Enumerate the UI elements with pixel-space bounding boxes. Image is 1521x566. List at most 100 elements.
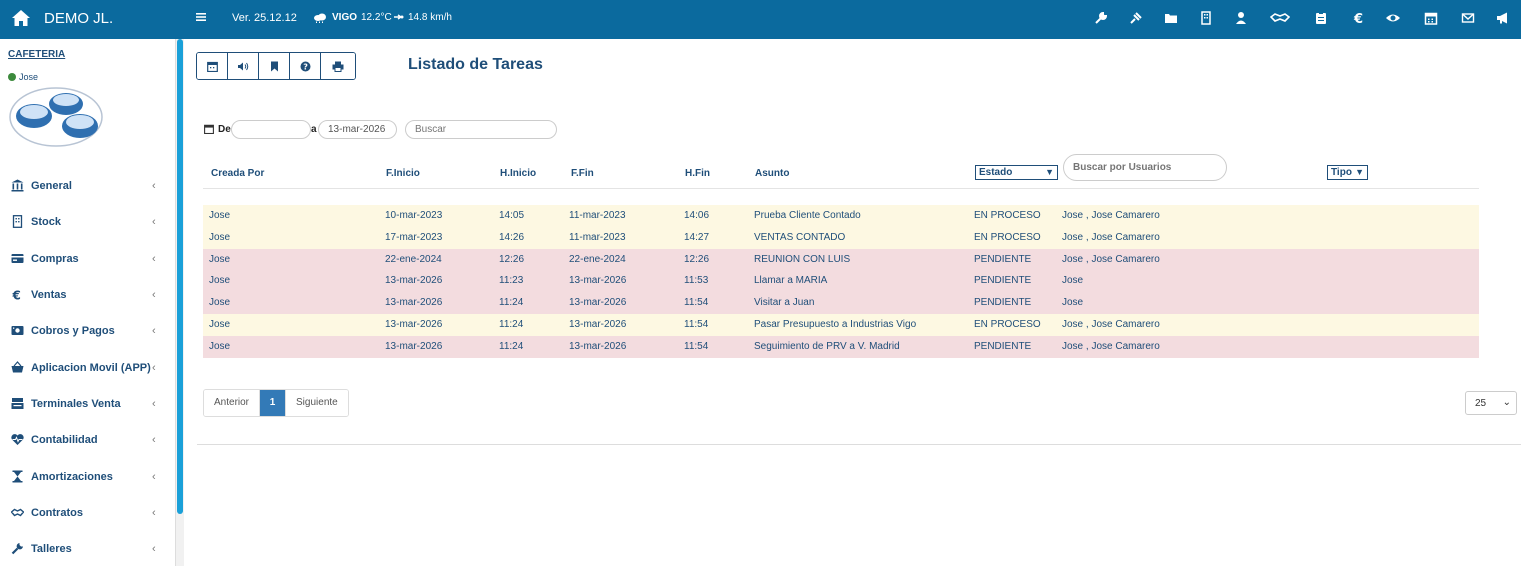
chevron-left-icon: ‹ (152, 507, 156, 519)
sidebar-item-label: Terminales Venta (31, 398, 121, 410)
next-page-button[interactable]: Siguiente (286, 390, 348, 416)
sidebar-item-amortizaciones[interactable]: Amortizaciones ‹ (0, 465, 175, 489)
cell-hfin: 11:53 (684, 275, 709, 286)
volume-icon (238, 62, 249, 70)
col-creada-por[interactable]: Creada Por (211, 168, 265, 179)
clipboard-icon[interactable] (1314, 11, 1328, 25)
cell-hfin: 12:26 (684, 254, 710, 265)
sound-button[interactable] (228, 53, 259, 79)
cell-ffin: 13-mar-2026 (569, 275, 627, 286)
table-row[interactable]: Jose 17-mar-2023 14:26 11-mar-2023 14:27 VENT… (203, 227, 1479, 249)
date-from-input[interactable] (231, 120, 311, 139)
table-row[interactable]: Jose 13-mar-2026 11:23 13-mar-2026 11:53 Llam… (203, 270, 1479, 292)
cell-asunto: Llamar a MARIA (754, 275, 828, 286)
sidebar: CAFETERIA Jose General ‹ Stock ‹ Compras ‹ € Ve… (0, 39, 175, 566)
handshake-icon[interactable] (1270, 11, 1290, 25)
company-link[interactable]: CAFETERIA (8, 49, 66, 60)
pin-icon[interactable] (1129, 11, 1143, 25)
cell-finicio: 22-ene-2024 (385, 254, 442, 265)
cell-hinicio: 14:26 (499, 232, 525, 243)
company-logo (9, 87, 103, 147)
date-from-label: De (218, 124, 231, 135)
sidebar-item-stock[interactable]: Stock ‹ (0, 210, 175, 234)
cloud-icon (314, 13, 326, 23)
bookmark-button[interactable] (259, 53, 290, 79)
hamburger-icon[interactable] (196, 12, 206, 22)
sidebar-item-compras[interactable]: Compras ‹ (0, 247, 175, 271)
col-hora-inicio[interactable]: H.Inicio (500, 168, 537, 179)
sidebar-item-general[interactable]: General ‹ (0, 174, 175, 198)
cell-creada: Jose (209, 232, 231, 243)
cell-usuarios: Jose , Jose Camarero (1062, 341, 1160, 352)
print-button[interactable] (321, 53, 355, 79)
cell-usuarios: Jose , Jose Camarero (1062, 210, 1160, 221)
col-asunto[interactable]: Asunto (755, 168, 790, 179)
scrollbar-thumb[interactable] (177, 39, 183, 514)
footer-divider (197, 444, 1521, 445)
table-row[interactable]: Jose 13-mar-2026 11:24 13-mar-2026 11:54 Segu… (203, 336, 1479, 358)
cell-creada: Jose (209, 319, 231, 330)
euro-icon[interactable]: € (1351, 11, 1365, 25)
cell-estado: EN PROCESO (974, 232, 1041, 243)
cell-estado: EN PROCESO (974, 319, 1041, 330)
sidebar-item-ventas[interactable]: € Ventas ‹ (0, 283, 175, 307)
card-icon (11, 254, 24, 263)
cell-hinicio: 11:24 (499, 341, 524, 352)
estado-select[interactable]: Estado ▼ (975, 165, 1058, 180)
page-size-select[interactable]: 25 ⌄ (1465, 391, 1517, 415)
cell-hfin: 11:54 (684, 341, 709, 352)
cell-usuarios: Jose , Jose Camarero (1062, 232, 1160, 243)
cell-asunto: Seguimiento de PRV a V. Madrid (754, 341, 900, 352)
cell-finicio: 10-mar-2023 (385, 210, 443, 221)
table-row[interactable]: Jose 22-ene-2024 12:26 22-ene-2024 12:26 REUN… (203, 249, 1479, 271)
megaphone-icon[interactable] (1496, 11, 1510, 25)
date-to-input[interactable] (318, 120, 397, 139)
sidebar-item-talleres[interactable]: Talleres ‹ (0, 537, 175, 561)
user-search-input[interactable] (1063, 154, 1227, 181)
cell-estado: EN PROCESO (974, 210, 1041, 221)
sidebar-scrollbar[interactable] (175, 39, 184, 566)
sidebar-item-cobros-y-pagos[interactable]: Cobros y Pagos ‹ (0, 319, 175, 343)
handshake-icon (11, 508, 24, 517)
calendar-icon[interactable] (1424, 11, 1438, 25)
table-row[interactable]: Jose 10-mar-2023 14:05 11-mar-2023 14:06 Prue… (203, 205, 1479, 227)
calendar-button[interactable] (197, 53, 228, 79)
col-fecha-fin[interactable]: F.Fin (571, 168, 594, 179)
eye-icon[interactable] (1385, 11, 1401, 25)
tipo-select[interactable]: Tipo ▼ (1327, 165, 1368, 180)
search-input[interactable] (405, 120, 557, 139)
chevron-left-icon: ‹ (152, 289, 156, 301)
sidebar-item-contratos[interactable]: Contratos ‹ (0, 501, 175, 525)
cell-finicio: 13-mar-2026 (385, 297, 443, 308)
sidebar-item-aplicacion-movil-app[interactable]: Aplicacion Movil (APP) ‹ (0, 356, 175, 380)
wrench-icon[interactable] (1094, 11, 1108, 25)
help-button[interactable]: ? (290, 53, 321, 79)
euro-icon: € (12, 289, 21, 302)
prev-page-button[interactable]: Anterior (204, 390, 261, 416)
chevron-left-icon: ‹ (152, 253, 156, 265)
building-icon[interactable] (1199, 11, 1213, 25)
svg-text:€: € (1353, 12, 1363, 25)
bookmark-icon (270, 61, 278, 71)
sidebar-item-label: Contabilidad (31, 434, 98, 446)
col-fecha-inicio[interactable]: F.Inicio (386, 168, 420, 179)
top-navbar: DEMO JL. Ver. 25.12.12 VIGO 12.2°C 14.8 … (0, 0, 1521, 39)
cell-creada: Jose (209, 210, 231, 221)
bank-icon (11, 179, 24, 192)
col-hora-fin[interactable]: H.Fin (685, 168, 710, 179)
cell-asunto: Visitar a Juan (754, 297, 815, 308)
user-icon[interactable] (1234, 11, 1248, 25)
mail-icon[interactable] (1461, 11, 1475, 25)
header-divider (203, 188, 1479, 189)
brand-name[interactable]: DEMO JL. (44, 10, 114, 27)
folder-icon[interactable] (1164, 11, 1178, 25)
home-icon[interactable] (11, 8, 31, 28)
weather-city: VIGO (332, 12, 358, 23)
table-row[interactable]: Jose 13-mar-2026 11:24 13-mar-2026 11:54 Pasa… (203, 314, 1479, 336)
cell-ffin: 22-ene-2024 (569, 254, 626, 265)
table-row[interactable]: Jose 13-mar-2026 11:24 13-mar-2026 11:54 Visi… (203, 292, 1479, 314)
cell-ffin: 11-mar-2023 (569, 210, 626, 221)
page-1-button[interactable]: 1 (260, 390, 287, 416)
sidebar-item-contabilidad[interactable]: Contabilidad ‹ (0, 428, 175, 452)
sidebar-item-terminales-venta[interactable]: Terminales Venta ‹ (0, 392, 175, 416)
